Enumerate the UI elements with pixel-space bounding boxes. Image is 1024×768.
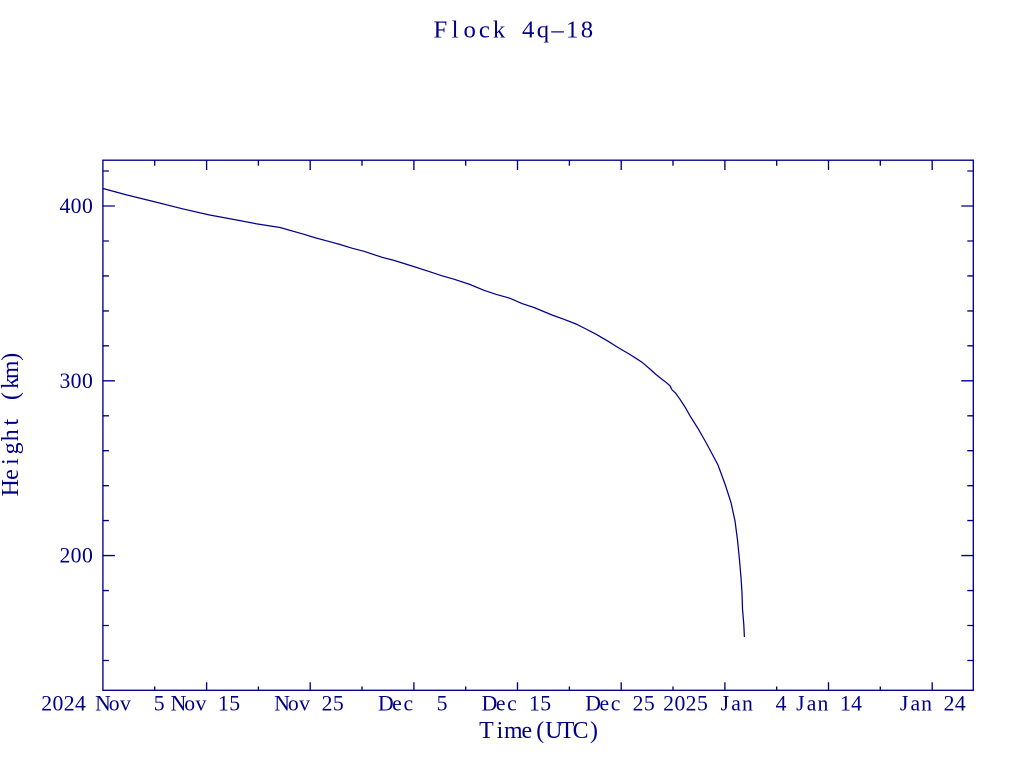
svg-text:Dec25: Dec25 (585, 692, 654, 716)
svg-text:400: 400 (59, 194, 93, 218)
svg-text:Nov25: Nov25 (274, 692, 343, 716)
svg-text:Time(UTC): Time(UTC) (479, 718, 598, 744)
svg-text:Height(km): Height(km) (0, 353, 24, 497)
svg-text:300: 300 (59, 369, 93, 393)
svg-text:200: 200 (59, 544, 93, 568)
svg-text:Dec5: Dec5 (378, 692, 447, 716)
svg-text:Dec15: Dec15 (482, 692, 552, 716)
svg-text:Nov15: Nov15 (171, 692, 241, 716)
